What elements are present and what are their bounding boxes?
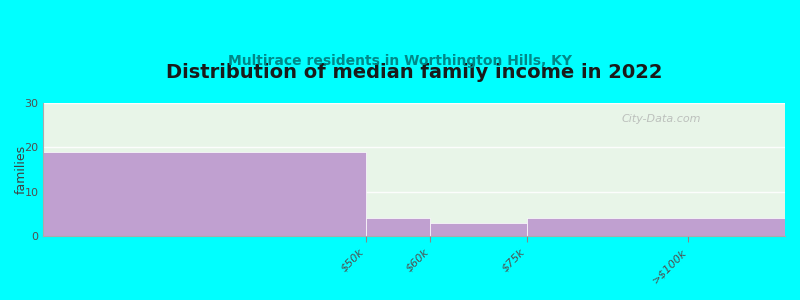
Text: Multirace residents in Worthington Hills, KY: Multirace residents in Worthington Hills… (228, 54, 572, 68)
Bar (430, 223, 527, 236)
Title: Distribution of median family income in 2022: Distribution of median family income in … (166, 63, 662, 82)
Text: City-Data.com: City-Data.com (622, 114, 702, 124)
Bar (43, 152, 366, 236)
Bar (366, 218, 430, 236)
Bar (527, 218, 785, 236)
Y-axis label: families: families (15, 145, 28, 194)
